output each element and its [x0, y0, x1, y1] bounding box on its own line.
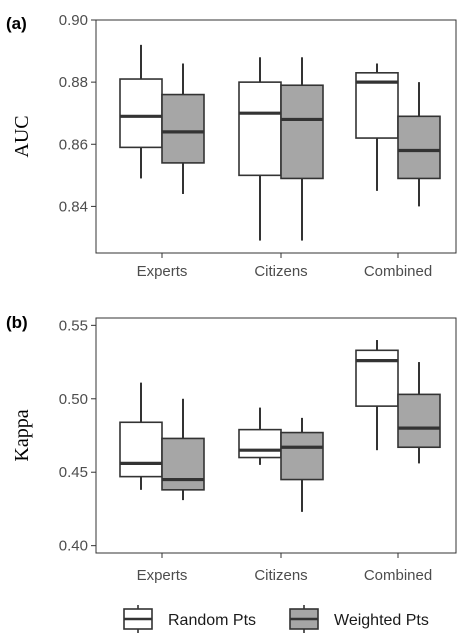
box-random-pts	[119, 44, 163, 179]
y-tick-label: 0.55	[59, 317, 88, 334]
box-body	[397, 115, 441, 180]
plot-frame	[95, 317, 457, 554]
x-category-label: Combined	[364, 263, 432, 280]
box-random-pts	[119, 382, 163, 490]
box-weighted-pts	[280, 417, 324, 512]
legend-key-random-pts	[123, 605, 153, 633]
y-tick-label: 0.86	[59, 136, 88, 153]
legend-label: Random Pts	[168, 612, 256, 629]
box-random-pts	[238, 57, 282, 241]
y-axis-title: AUC	[11, 115, 33, 157]
y-tick-label: 0.50	[59, 391, 88, 408]
box-body	[238, 81, 282, 177]
panel-b: (b) 0.40 0.45 0.50 0.55 Kappa Experts Citizens C…	[6, 313, 457, 584]
box-weighted-pts	[397, 362, 441, 464]
box-weighted-pts	[397, 82, 441, 207]
x-category-label: Citizens	[254, 263, 307, 280]
box-weighted-pts	[161, 398, 205, 501]
box-body	[119, 78, 163, 149]
box-body	[280, 84, 324, 180]
box-body	[355, 349, 399, 407]
box-random-pts	[355, 340, 399, 451]
legend-label: Weighted Pts	[334, 612, 429, 629]
y-tick-label: 0.40	[59, 538, 88, 555]
box-body	[161, 437, 205, 491]
x-category-label: Combined	[364, 567, 432, 584]
box-random-pts	[238, 407, 282, 465]
box-body	[161, 93, 205, 164]
box-weighted-pts	[280, 57, 324, 241]
legend-key-weighted-pts	[289, 605, 319, 633]
x-category-label: Experts	[137, 567, 188, 584]
box-weighted-pts	[161, 63, 205, 194]
box-body	[238, 428, 282, 459]
y-tick-label: 0.90	[59, 12, 88, 29]
x-category-label: Citizens	[254, 567, 307, 584]
legend: Random Pts Weighted Pts	[123, 605, 429, 633]
box-random-pts	[355, 63, 399, 191]
panel-label: (b)	[6, 313, 28, 332]
y-axis-title: Kappa	[11, 409, 33, 461]
panel-label: (a)	[6, 14, 27, 33]
y-tick-label: 0.88	[59, 74, 88, 91]
plot-frame	[95, 19, 457, 254]
y-tick-label: 0.84	[59, 198, 88, 215]
box-body	[397, 393, 441, 449]
box-body	[280, 431, 324, 481]
x-category-label: Experts	[137, 263, 188, 280]
box-body	[119, 421, 163, 478]
y-tick-label: 0.45	[59, 464, 88, 481]
panel-a: (a) 0.84 0.86 0.88 0.90 AUC Experts Citizens Com…	[6, 12, 457, 280]
